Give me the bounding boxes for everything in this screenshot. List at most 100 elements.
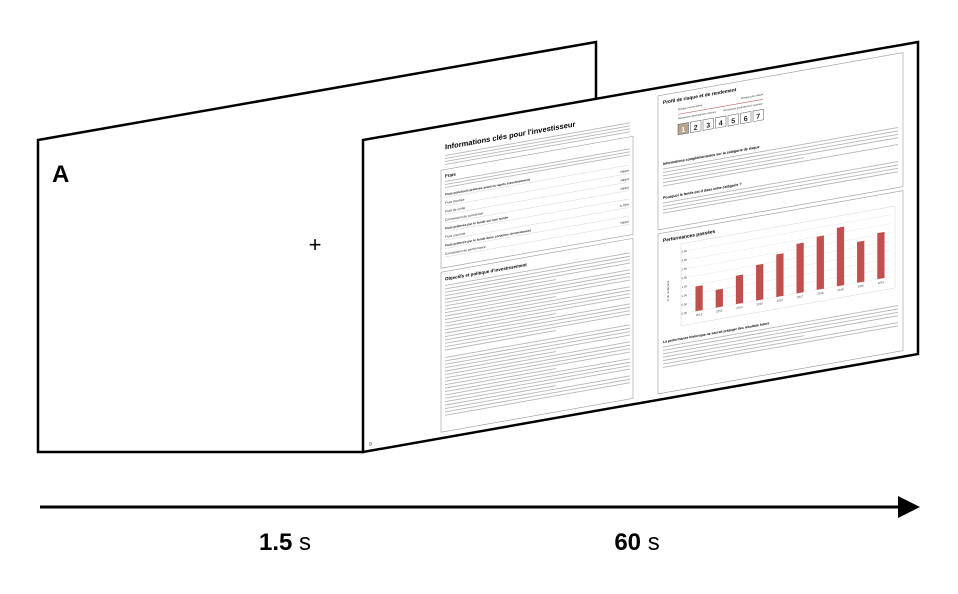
risk-cell [752, 108, 764, 122]
objectives-box [440, 237, 634, 433]
text-line [445, 262, 630, 297]
risk-number: 1 [681, 127, 685, 135]
bar [857, 240, 865, 283]
risk-box [657, 52, 904, 231]
text-line [663, 335, 804, 362]
text-line [663, 137, 898, 180]
text-line [445, 327, 630, 362]
text-line [445, 351, 630, 386]
y-tick-label: 2,50 [682, 266, 688, 271]
risk-cell [740, 111, 752, 125]
risk-cell [727, 113, 739, 127]
text-line [445, 368, 630, 403]
risk-cell [715, 115, 727, 129]
time-a-value: 1.5 [259, 529, 292, 556]
text-line [445, 131, 630, 165]
bar [877, 231, 885, 280]
fees-heading: Frais [445, 172, 456, 179]
text-line [445, 148, 630, 182]
bar [756, 263, 764, 301]
text-line [445, 365, 630, 399]
risk-arrow [678, 99, 763, 115]
panel-b-frame [361, 40, 920, 454]
bar [796, 242, 804, 294]
text-line [445, 296, 556, 317]
risk-number: 2 [694, 124, 698, 132]
text-line [445, 122, 630, 156]
risk-cell [677, 122, 689, 136]
text-line [663, 144, 898, 187]
text-line [445, 313, 630, 348]
risk-cell [702, 117, 714, 131]
text-line [663, 322, 898, 365]
text-line [445, 361, 630, 396]
risk-number: 6 [744, 116, 748, 124]
text-line [445, 378, 630, 413]
fee-rule [445, 224, 629, 258]
text-line [445, 344, 630, 379]
risk-high: Risque plus élevé [741, 92, 763, 100]
fee-rule [445, 181, 629, 215]
text-line [445, 310, 630, 344]
text-line [663, 127, 898, 170]
time-b-unit: s [648, 529, 660, 556]
text-line [663, 171, 898, 214]
text-line [445, 255, 630, 290]
risk-number: 4 [719, 120, 723, 128]
fee-label: Frais de sortie [445, 206, 465, 214]
grid-line [689, 232, 891, 269]
fee-value: Néant [620, 220, 629, 225]
fee-value: Néant [620, 169, 629, 174]
text-line [445, 358, 630, 392]
text-line [445, 341, 630, 375]
performance-box [657, 190, 904, 395]
fee-rule [445, 207, 629, 241]
chart-y-label: % de rendement [666, 280, 670, 301]
text-line [445, 313, 556, 334]
risk-number: 7 [756, 113, 760, 121]
text-line [445, 334, 630, 369]
x-tick-label: 2021 [878, 280, 885, 285]
text-line [445, 125, 630, 159]
grid-line [689, 214, 891, 251]
fee-rule [445, 198, 629, 232]
text-line [445, 296, 630, 331]
text-line [445, 368, 556, 389]
text-line [445, 279, 630, 314]
text-line [445, 382, 630, 416]
text-line [445, 259, 630, 293]
fee-value: Néant [620, 177, 629, 182]
text-line [445, 375, 630, 409]
text-line [663, 161, 898, 204]
y-tick-label: 3,00 [682, 258, 688, 263]
x-tick-label: 2013 [716, 308, 723, 313]
risk-number: 5 [731, 118, 735, 126]
text-line [663, 130, 898, 173]
chart-frame [680, 205, 896, 327]
x-tick-label: 2014 [736, 305, 743, 310]
text-line [663, 308, 898, 351]
fee-rule [445, 215, 629, 249]
x-tick-label: 2016 [777, 298, 784, 303]
timeline-arrowhead [898, 496, 920, 518]
fee-value: Néant [620, 186, 629, 191]
text-line [663, 167, 898, 211]
fees-box [440, 135, 634, 269]
text-line [445, 348, 630, 382]
fee-rule [445, 190, 629, 224]
time-a-unit: s [299, 529, 311, 556]
panel-a-label: A [52, 161, 69, 188]
text-line [445, 279, 556, 300]
bar [735, 274, 744, 305]
y-tick-label: 1,50 [682, 284, 688, 289]
text-line [445, 151, 630, 185]
bar [836, 226, 845, 287]
fee-label: Commission de conversion [445, 211, 484, 222]
text-line [445, 385, 556, 406]
x-tick-label: 2020 [858, 284, 865, 289]
x-tick-label: 2015 [757, 301, 764, 306]
panel-b: 9 Informations clés pour l'investisseur … [361, 40, 920, 454]
x-tick-label: 2012 [696, 312, 703, 317]
time-b: 60 s [614, 529, 659, 556]
fee-rule [445, 164, 629, 198]
